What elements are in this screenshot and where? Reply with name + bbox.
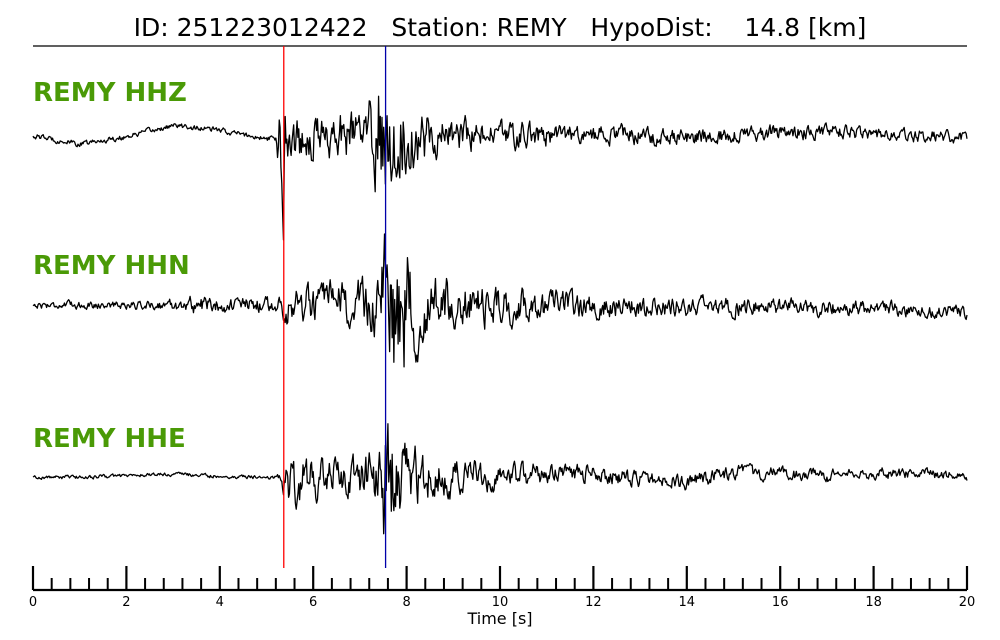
x-tick-label: 8	[402, 595, 410, 610]
x-tick-label: 10	[492, 595, 509, 610]
channel-label-hhz: REMY HHZ	[33, 78, 187, 108]
x-axis-label: Time [s]	[466, 609, 532, 628]
x-tick-label: 0	[29, 595, 37, 610]
x-tick-label: 18	[865, 595, 882, 610]
x-tick-label: 6	[309, 595, 317, 610]
x-tick-label: 16	[772, 595, 789, 610]
x-axis: 0 2 4 6 8 10 12 14 16 18 20	[29, 566, 975, 610]
x-tick-label: 14	[679, 595, 696, 610]
channel-label-hhe: REMY HHE	[33, 424, 186, 454]
channel-label-hhn: REMY HHN	[33, 251, 190, 281]
trace-group	[32, 95, 968, 535]
trace-remy-hhz	[32, 95, 968, 241]
chart-title: ID: 251223012422 Station: REMY HypoDist:…	[134, 13, 867, 42]
x-tick-label: 12	[585, 595, 602, 610]
x-tick-label: 20	[959, 595, 976, 610]
trace-remy-hhe	[32, 423, 968, 535]
pick-lines	[283, 46, 387, 568]
trace-remy-hhn	[32, 233, 968, 368]
x-tick-label: 4	[216, 595, 224, 610]
x-tick-label: 2	[122, 595, 130, 610]
